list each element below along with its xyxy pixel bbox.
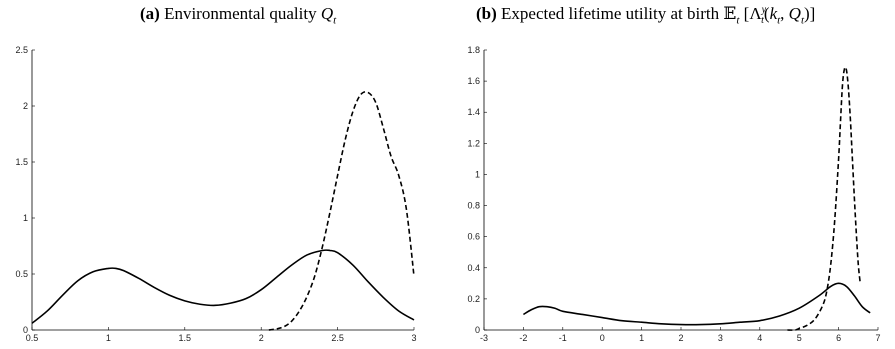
panel-b-x-tick-label: -1 [559,333,567,343]
panel-b-y-tick-label: 1.2 [467,138,480,148]
panel-b-x-tick-label: 7 [875,333,880,343]
panel-b-x-tick-label: 5 [797,333,802,343]
panel-b-x-tick-label: -2 [519,333,527,343]
panel-b-x-tick-label: 2 [678,333,683,343]
panel-b-dashed-series-line [787,66,862,331]
panel-a-y-tick-label: 1.5 [15,157,28,167]
panel-b-y-tick-label: 1 [475,169,480,179]
panel-b-y-tick-label: 1.6 [467,76,480,86]
panel-a-solid-series-line [31,249,415,324]
panel-b-y-tick-label: 0.6 [467,232,480,242]
panel-b-x-tick-label: -3 [480,333,488,343]
panel-a-tag: (a) [140,4,160,23]
panel-b-solid-series-line [522,282,871,326]
panel-b-x-tick-label: 0 [600,333,605,343]
panel-a-x-tick-label: 1.5 [179,333,192,343]
panel-a-y-tick-label: 2.5 [15,45,28,55]
panel-b-title: (b) Expected lifetime utility at birth 𝔼… [476,4,816,27]
panel-b-tag: (b) [476,4,497,23]
panel-b-y-tick-label: 0.2 [467,294,480,304]
panel-b-x-tick-label: 4 [757,333,762,343]
panel-a-dashed-series-line [268,91,415,331]
panel-a-y-tick-label: 0.5 [15,269,28,279]
panel-a-x-tick-label: 1 [106,333,111,343]
panel-b-y-tick-label: 0.8 [467,201,480,211]
panel-a-x-tick-label: 0.5 [26,333,39,343]
panel-a-x-tick-label: 3 [411,333,416,343]
panel-b-x-tick-label: 6 [836,333,841,343]
panel-a-x-tick-label: 2 [259,333,264,343]
panel-a-y-tick-label: 0 [23,325,28,335]
panel-b-x-tick-label: 1 [639,333,644,343]
panel-b-y-tick-label: 1.8 [467,45,480,55]
panel-b-x-tick-label: 3 [718,333,723,343]
panel-b-y-tick-label: 0 [475,325,480,335]
panel-a-title: (a) Environmental quality Qt [140,4,337,27]
panel-a-y-tick-label: 1 [23,213,28,223]
panel-b-y-tick-label: 0.4 [467,263,480,273]
panel-b-y-tick-label: 1.4 [467,107,480,117]
panel-a-y-tick-label: 2 [23,101,28,111]
panel-a-x-tick-label: 2.5 [331,333,344,343]
